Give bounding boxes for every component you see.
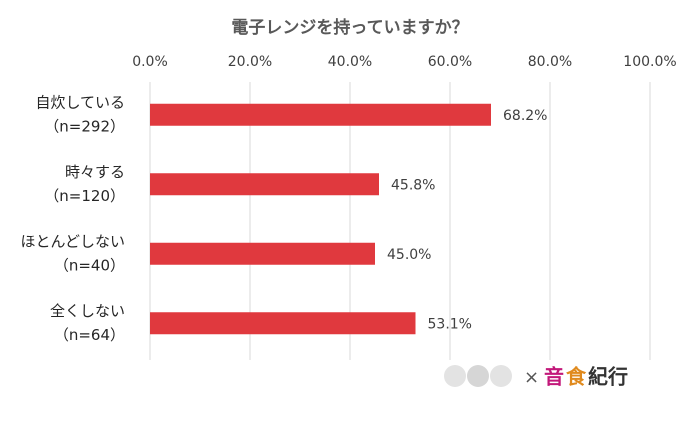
y-tick-label: （n=120） bbox=[44, 187, 125, 205]
bar bbox=[150, 242, 375, 265]
logo-shape bbox=[444, 365, 466, 387]
y-tick-label: （n=292） bbox=[44, 117, 125, 135]
bar bbox=[150, 312, 416, 335]
y-tick-label: 自炊している bbox=[35, 93, 125, 111]
logo-shape bbox=[467, 365, 489, 387]
bar bbox=[150, 173, 379, 196]
y-tick-label: ほとんどしない bbox=[20, 232, 125, 250]
x-tick-label: 20.0% bbox=[228, 54, 272, 70]
x-tick-label: 40.0% bbox=[328, 54, 372, 70]
logo-text: 音 bbox=[544, 365, 564, 389]
chart-title: 電子レンジを持っていますか？ bbox=[231, 17, 468, 38]
x-tick-label: 100.0% bbox=[623, 54, 676, 70]
logo: × 音 食 紀行 bbox=[444, 365, 628, 389]
data-label: 45.8% bbox=[391, 177, 435, 193]
y-tick-label: 全くしない bbox=[50, 302, 125, 320]
y-tick-label: （n=64） bbox=[54, 326, 125, 344]
logo-shape bbox=[490, 365, 512, 387]
logo-cross: × bbox=[524, 367, 539, 388]
x-tick-label: 0.0% bbox=[132, 54, 168, 70]
x-tick-label: 80.0% bbox=[528, 54, 572, 70]
y-tick-label: （n=40） bbox=[54, 256, 125, 274]
data-label: 68.2% bbox=[503, 108, 547, 124]
data-label: 53.1% bbox=[428, 316, 472, 332]
bar bbox=[150, 103, 491, 126]
logo-text: 紀行 bbox=[588, 365, 628, 389]
data-label: 45.0% bbox=[387, 247, 431, 263]
logo-text: 食 bbox=[566, 365, 587, 389]
x-tick-label: 60.0% bbox=[428, 54, 472, 70]
y-tick-label: 時々する bbox=[65, 163, 125, 181]
